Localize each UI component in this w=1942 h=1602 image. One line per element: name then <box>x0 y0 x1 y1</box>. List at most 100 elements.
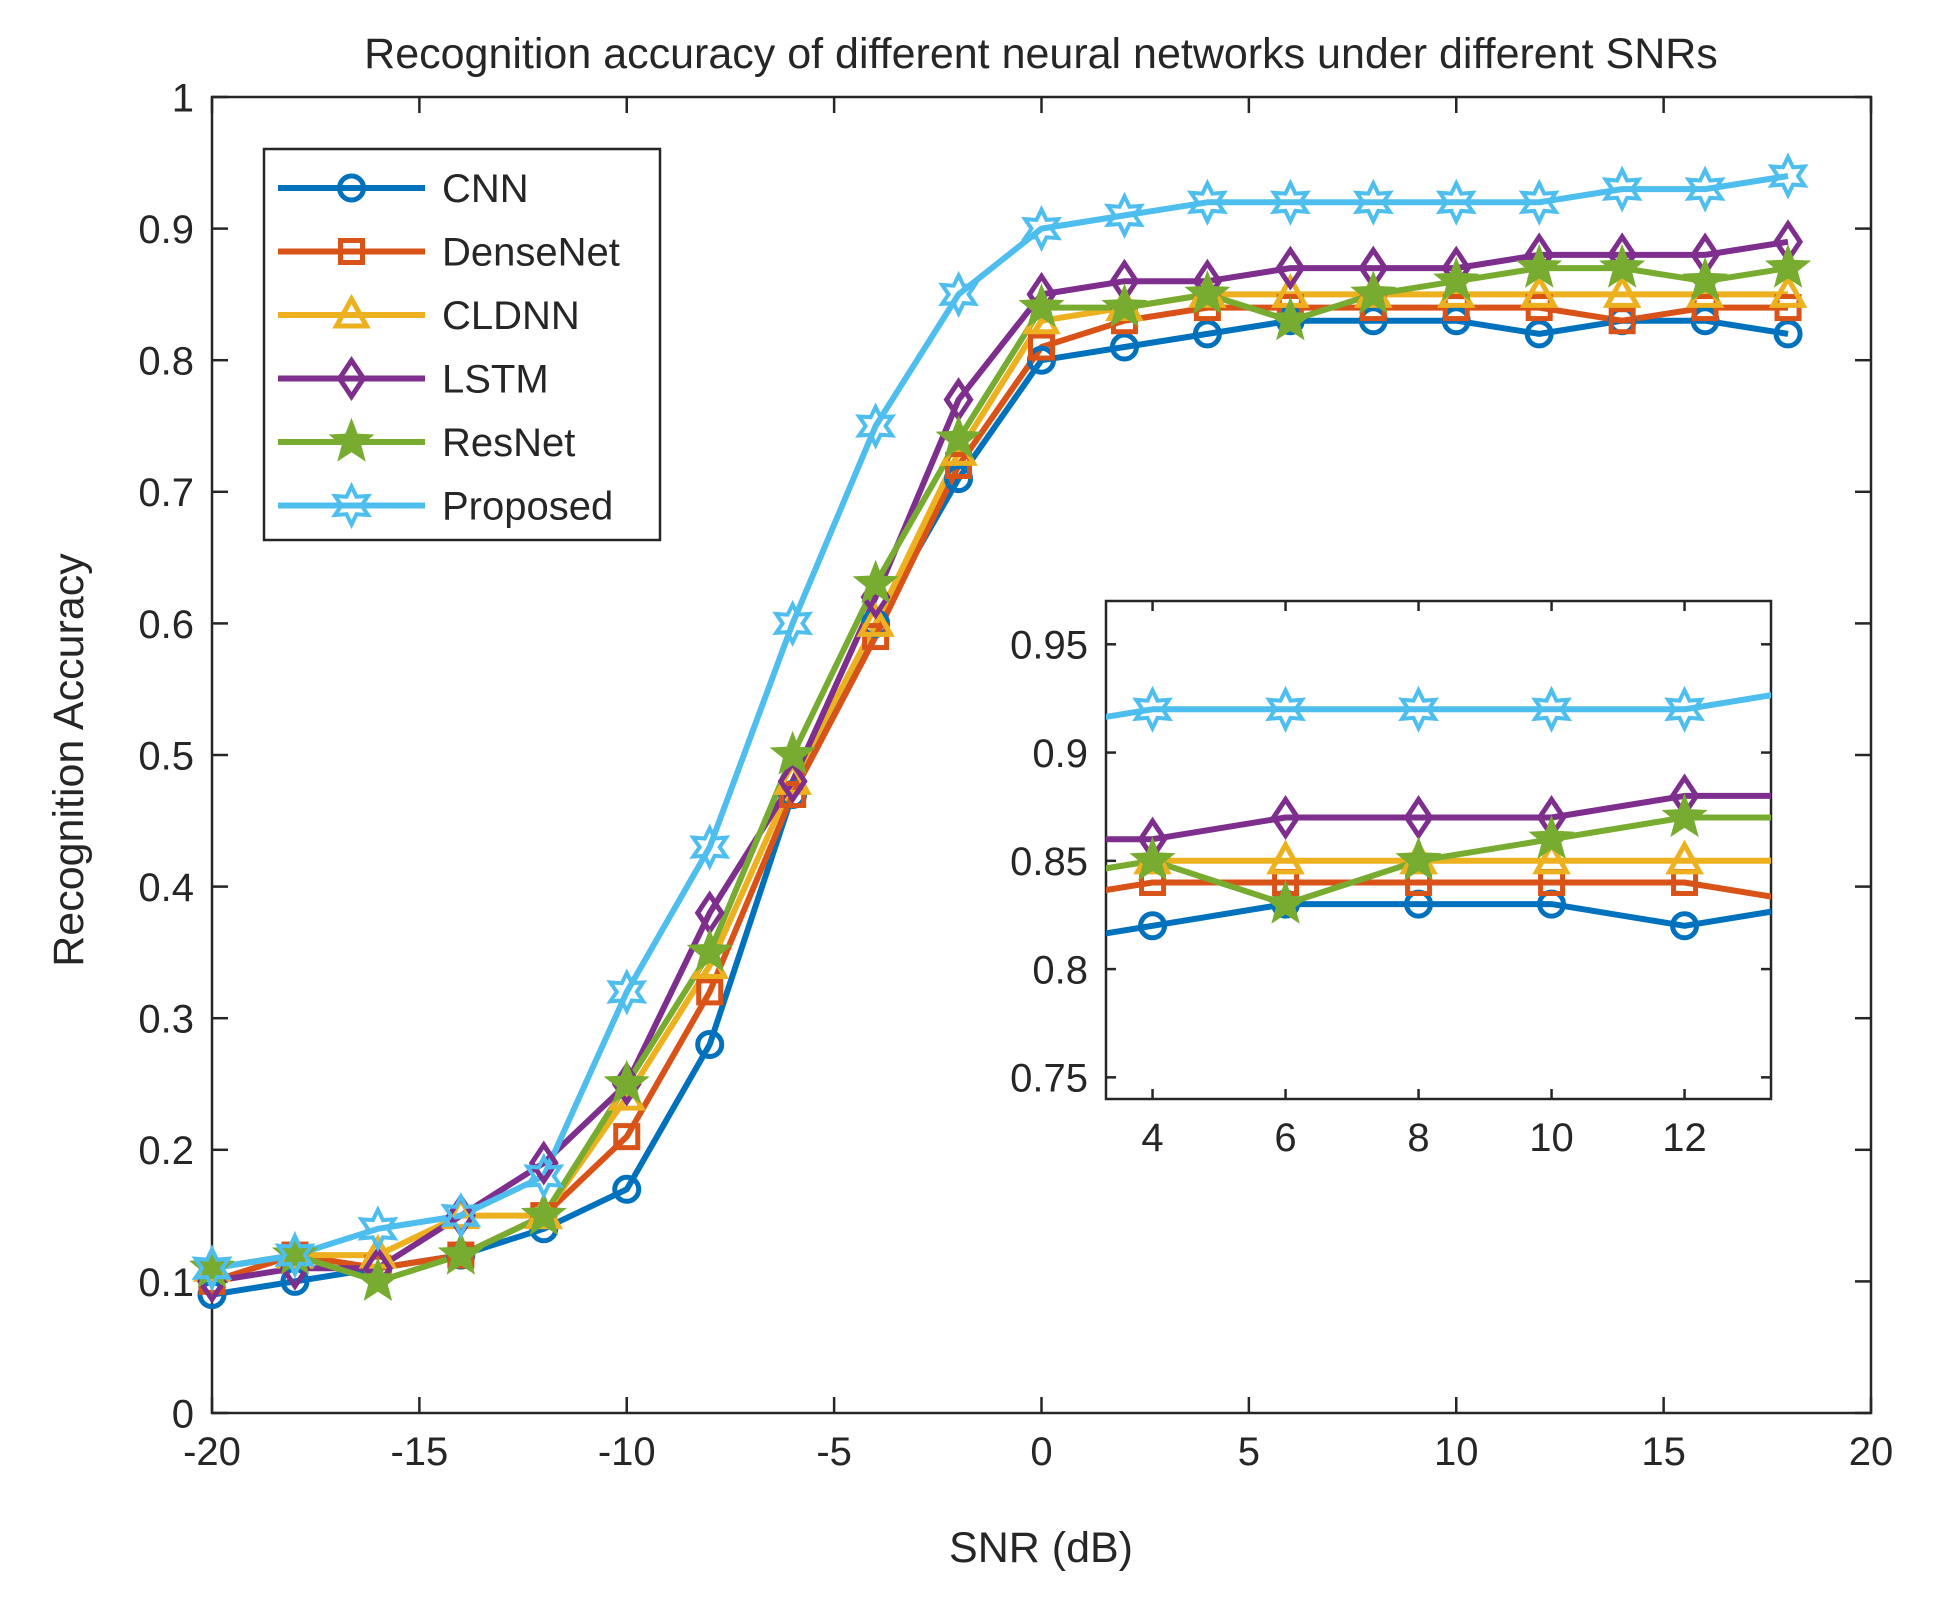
main-point-resnet <box>603 1059 650 1104</box>
main-point-proposed <box>274 1231 316 1279</box>
legend-marker-resnet <box>328 417 375 462</box>
main-point-proposed <box>1021 205 1062 253</box>
main-axis-ticks: -20 -15 -10 -5 0 5 10 15 20 0 0.1 0.2 0.3 0.4 0.5 0.6 0.… <box>138 76 1893 1474</box>
inset-point-resnet <box>1262 879 1309 924</box>
main-x-tick-label: 0 <box>1030 1430 1052 1474</box>
inset-point-resnet <box>1528 814 1575 859</box>
inset-point-lstm <box>1270 795 1301 841</box>
main-point-resnet <box>520 1191 567 1236</box>
main-x-tick-label: -15 <box>390 1430 448 1474</box>
main-point-proposed <box>1186 178 1228 226</box>
legend-label-cldnn: CLDNN <box>442 294 580 338</box>
main-point-resnet <box>1184 270 1231 315</box>
main-point-densenet <box>1028 333 1055 361</box>
main-series-markers <box>188 152 1812 1310</box>
main-point-resnet <box>1682 256 1729 301</box>
legend-marker-lstm <box>336 355 367 402</box>
main-x-tick-label: -5 <box>816 1430 852 1474</box>
main-x-tick-label: 10 <box>1434 1430 1479 1474</box>
main-point-resnet <box>935 414 982 459</box>
inset-point-cnn <box>1138 911 1168 941</box>
main-point-resnet <box>1764 243 1812 288</box>
inset-point-lstm <box>1403 795 1434 841</box>
main-y-tick-label: 0.8 <box>138 340 194 384</box>
main-y-tick-label: 0.4 <box>138 866 194 910</box>
legend: CNN DenseNet CLDNN LSTM ResNet Proposed <box>262 147 662 542</box>
main-point-proposed <box>1601 165 1643 213</box>
main-x-tick-label: -10 <box>598 1430 656 1474</box>
inset-point-proposed <box>1531 685 1573 733</box>
main-y-tick-label: 1 <box>172 76 194 120</box>
main-point-cnn <box>1109 332 1139 362</box>
main-point-proposed <box>191 1244 233 1292</box>
inset-point-proposed <box>1265 685 1307 733</box>
legend-marker-densenet <box>338 238 365 265</box>
main-y-tick-label: 0.9 <box>138 208 194 252</box>
chart-title: Recognition accuracy of different neural… <box>364 30 1718 78</box>
main-y-tick-label: 0.3 <box>138 998 194 1042</box>
inset-line-proposed <box>1106 692 1771 720</box>
main-point-resnet <box>1599 243 1646 288</box>
inset-point-cldnn <box>1532 839 1571 875</box>
legend-label-resnet: ResNet <box>442 421 575 465</box>
inset-x-tick-label: 10 <box>1529 1116 1574 1160</box>
legend-box <box>262 147 662 542</box>
main-point-resnet <box>1018 283 1065 328</box>
main-point-resnet <box>686 928 733 973</box>
main-point-cldnn <box>856 602 895 637</box>
main-point-cnn <box>1773 319 1803 349</box>
main-x-tick-label: 15 <box>1641 1430 1686 1474</box>
main-point-proposed <box>1518 178 1560 226</box>
x-axis-label: SNR (dB) <box>949 1524 1133 1572</box>
main-point-proposed <box>523 1152 565 1200</box>
main-point-proposed <box>1352 178 1394 226</box>
legend-label-proposed: Proposed <box>442 485 613 529</box>
inset-point-cldnn <box>1665 839 1704 875</box>
main-point-densenet <box>696 978 724 1006</box>
inset-y-tick-label: 0.75 <box>1010 1057 1088 1101</box>
inset-point-resnet <box>1395 836 1442 881</box>
main-point-cnn <box>1524 319 1554 349</box>
main-point-proposed <box>606 968 648 1016</box>
main-point-proposed <box>689 823 731 871</box>
legend-label-lstm: LSTM <box>442 358 549 402</box>
main-point-resnet <box>769 730 816 775</box>
main-point-resnet <box>1101 283 1148 328</box>
inset-series-markers <box>1129 685 1708 941</box>
main-point-proposed <box>440 1192 482 1240</box>
legend-marker-proposed <box>331 481 372 530</box>
main-x-tick-label: -20 <box>183 1430 241 1474</box>
inset-point-cnn <box>1670 911 1700 941</box>
inset-point-proposed <box>1398 685 1440 733</box>
inset-plot-area <box>1104 599 1773 1101</box>
inset-x-tick-label: 4 <box>1141 1116 1163 1160</box>
main-point-proposed <box>1103 191 1145 239</box>
main-point-proposed <box>772 599 814 647</box>
inset-y-tick-label: 0.9 <box>1032 732 1088 776</box>
main-point-proposed <box>357 1205 399 1253</box>
main-point-proposed <box>938 270 979 318</box>
main-x-tick-label: 20 <box>1849 1430 1894 1474</box>
main-point-densenet <box>1608 307 1636 335</box>
main-point-lstm <box>777 758 808 804</box>
main-y-tick-label: 0.6 <box>138 603 194 647</box>
main-y-tick-label: 0.5 <box>138 734 194 778</box>
legend-label-cnn: CNN <box>442 167 529 211</box>
inset-point-resnet <box>1129 836 1176 881</box>
inset-point-proposed <box>1664 685 1706 733</box>
main-point-cldnn <box>1519 273 1559 308</box>
main-point-resnet <box>1516 243 1563 288</box>
main-point-densenet <box>613 1123 641 1151</box>
inset-point-resnet <box>1661 793 1708 838</box>
main-y-tick-label: 0.2 <box>138 1129 194 1173</box>
inset-y-tick-label: 0.95 <box>1010 624 1088 668</box>
main-point-cldnn <box>1602 273 1642 308</box>
main-point-resnet <box>1267 296 1314 341</box>
inset-x-tick-label: 6 <box>1274 1116 1296 1160</box>
main-point-proposed <box>1767 152 1809 200</box>
inset-line-densenet <box>1106 879 1771 900</box>
inset-axis-ticks: 4 6 8 10 12 0.75 0.8 0.85 0.9 0.95 <box>1010 601 1771 1160</box>
main-point-cnn <box>612 1174 642 1204</box>
main-point-proposed <box>1269 178 1311 226</box>
